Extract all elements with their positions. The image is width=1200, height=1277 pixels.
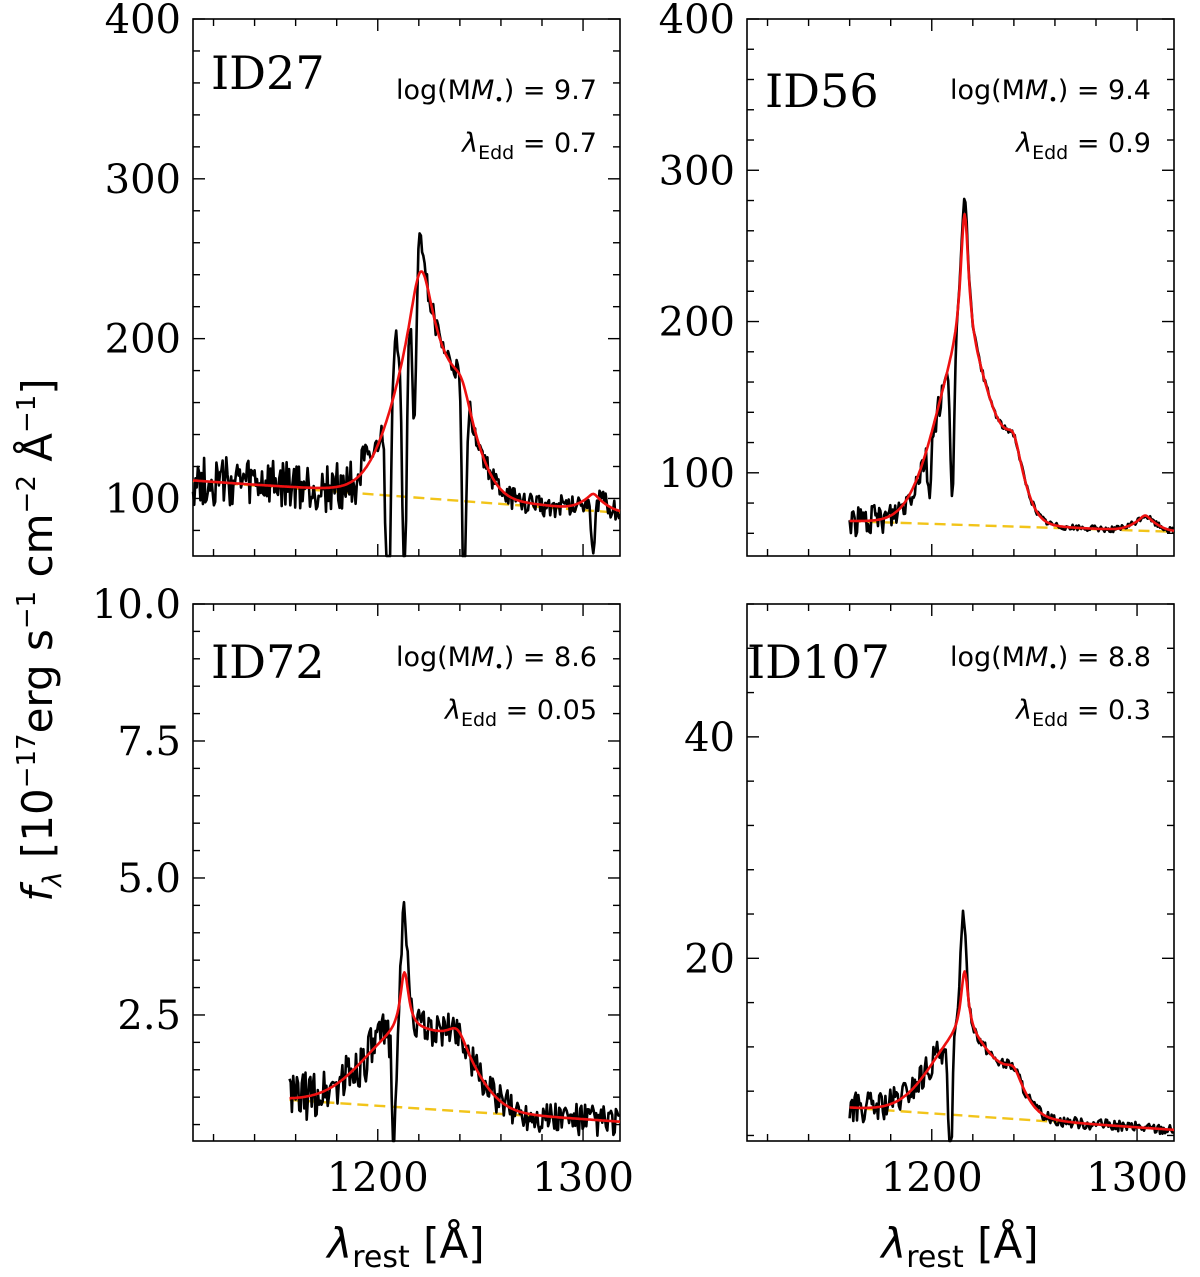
y-tick-labels: 100 200 300 400	[105, 0, 181, 522]
model-fit	[849, 212, 1175, 533]
mass-annotation: log(MM•) = 8.8	[950, 642, 1151, 676]
model-fit	[192, 270, 621, 513]
eddington-annotation: λEdd = 0.7	[460, 128, 597, 164]
observed-spectrum	[288, 900, 620, 1143]
y-tick-label: 10.0	[92, 582, 181, 628]
axis-ticks	[193, 18, 620, 556]
continuum-line	[849, 520, 1175, 533]
mass-annotation: log(MM•) = 8.6	[396, 642, 597, 676]
y-tick-labels: 100 200 300 400	[659, 0, 735, 497]
y-tick-label: 300	[105, 157, 181, 203]
panel-id-label: ID27	[211, 46, 325, 100]
panel-id-label: ID72	[211, 635, 325, 689]
observed-spectrum	[848, 197, 1175, 538]
panel-frame	[746, 18, 1175, 557]
model-fit	[849, 970, 1175, 1132]
y-tick-labels: 2.5 5.0 7.5 10.0	[92, 582, 181, 1039]
eddington-annotation: λEdd = 0.9	[1014, 128, 1151, 164]
x-tick-label: 1300	[532, 1155, 634, 1201]
y-tick-label: 400	[105, 0, 181, 43]
y-tick-label: 100	[659, 451, 735, 497]
y-tick-label: 2.5	[117, 993, 181, 1039]
panel-frame	[192, 18, 621, 557]
observed-spectrum	[848, 909, 1174, 1143]
panel-frame	[746, 603, 1175, 1142]
observed-spectrum	[191, 232, 621, 558]
eddington-annotation: λEdd = 0.3	[1014, 695, 1151, 731]
y-tick-label: 5.0	[117, 856, 181, 902]
y-tick-label: 300	[659, 148, 735, 194]
panel-id-label: ID107	[747, 635, 890, 689]
eddington-annotation: λEdd = 0.05	[443, 695, 597, 731]
axis-ticks	[747, 18, 1174, 556]
axis-ticks	[193, 603, 620, 1141]
x-tick-labels: 1200 1300	[881, 1155, 1188, 1201]
axis-ticks	[747, 603, 1174, 1141]
y-tick-label: 7.5	[117, 719, 181, 765]
panel-id-label: ID56	[765, 64, 879, 118]
y-tick-label: 200	[105, 317, 181, 363]
x-tick-label: 1200	[327, 1155, 429, 1201]
x-tick-label: 1200	[881, 1155, 983, 1201]
x-tick-labels: 1200 1300	[327, 1155, 634, 1201]
model-fit	[289, 971, 621, 1123]
y-tick-label: 200	[659, 300, 735, 346]
mass-annotation: log(MM•) = 9.4	[950, 75, 1151, 109]
y-tick-label: 400	[659, 0, 735, 43]
x-axis-label-right: λrest [Å]	[879, 1218, 1038, 1275]
x-tick-label: 1300	[1086, 1155, 1188, 1201]
x-axis-label-left: λrest [Å]	[325, 1218, 484, 1275]
continuum-line	[849, 1106, 1175, 1132]
mass-annotation: log(MM•) = 9.7	[396, 75, 597, 109]
panel-id27: 100 200 300 400 ID27 log(MM•) = 9.7 λEdd = …	[105, 0, 621, 558]
panel-frame	[192, 603, 621, 1142]
y-tick-label: 40	[684, 715, 735, 761]
panel-id72: 2.5 5.0 7.5 10.0 1200 1300 ID72 log(MM•) = 8…	[92, 582, 634, 1201]
y-tick-label: 20	[684, 936, 735, 982]
y-tick-label: 100	[105, 476, 181, 522]
panel-id56: 100 200 300 400 ID56 log(MM•) = 9.4 λEdd = …	[659, 0, 1175, 557]
y-axis-label: fλ [10−17erg s−1 cm−2 Å−1]	[12, 378, 68, 901]
